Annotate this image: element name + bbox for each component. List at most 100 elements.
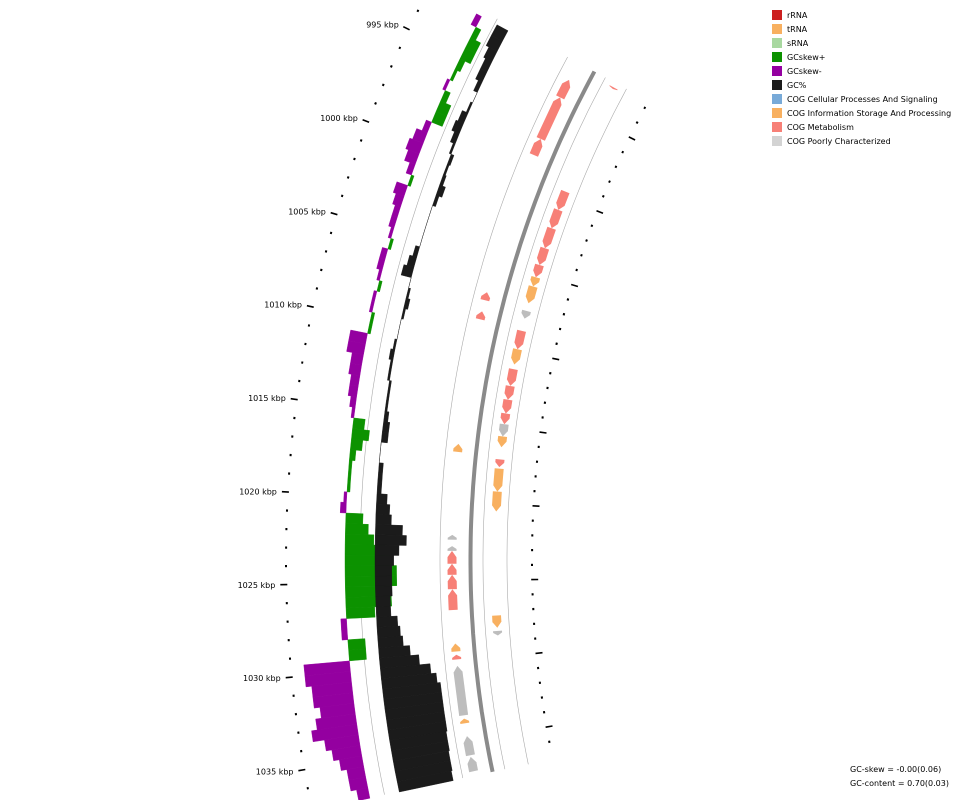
- position-ruler: 995 kbp 1000 kbp 1005 kbp 1010 kbp 1015 kbp 1…: [238, 9, 647, 790]
- outer-minor-tick: [580, 253, 583, 257]
- gc-skew-bin: [454, 58, 466, 73]
- legend: rRNA tRNA sRNA GCskew+ GCskew- GC% COG Cellula…: [772, 8, 951, 148]
- legend-label: COG Poorly Characterized: [787, 136, 891, 146]
- minor-tick: [381, 83, 385, 87]
- tick-label: 1035 kbp: [256, 768, 294, 777]
- legend-item-trna: tRNA: [772, 22, 951, 36]
- gc-skew-bin: [442, 78, 451, 91]
- legend-label: tRNA: [787, 24, 808, 34]
- gene-feature: [549, 208, 563, 229]
- gene-feature: [453, 665, 469, 716]
- gc-content-bin: [451, 119, 464, 134]
- gc-skew-bin: [387, 238, 394, 250]
- gc-content-bin: [379, 452, 381, 463]
- gc-skew-bin: [351, 428, 370, 442]
- legend-swatch: [772, 108, 782, 118]
- gc-content-bin: [412, 245, 420, 258]
- gc-content-bin: [376, 615, 399, 628]
- legend-swatch: [772, 38, 782, 48]
- outer-minor-tick: [585, 239, 588, 242]
- major-tick: [285, 676, 293, 679]
- gc-content-bin: [376, 625, 401, 638]
- outer-major-tick: [552, 357, 560, 361]
- gc-skew-bin: [404, 149, 420, 165]
- gene-feature: [492, 615, 502, 628]
- gc-skew-bin: [339, 755, 364, 771]
- gc-skew-bin: [311, 724, 359, 743]
- gc-skew-bin: [345, 606, 376, 619]
- gc-content-bin: [387, 380, 392, 392]
- minor-tick: [340, 194, 344, 198]
- legend-item-gcskew-plus: GCskew+: [772, 50, 951, 64]
- gc-content-bin: [472, 92, 478, 103]
- gc-skew-bin: [376, 269, 383, 281]
- legend-swatch: [772, 10, 782, 20]
- gc-skew-bin: [349, 395, 357, 408]
- gene-feature: [452, 654, 462, 660]
- legend-item-cog-poorly: COG Poorly Characterized: [772, 134, 951, 148]
- gene-feature: [521, 309, 531, 319]
- gc-skew-bin: [348, 459, 353, 472]
- gc-content-stat: GC-content = 0.70(0.03): [850, 779, 949, 788]
- outer-minor-tick: [590, 224, 594, 228]
- gene-feature: [506, 368, 518, 386]
- gc-content-bin: [439, 174, 447, 187]
- outer-major-tick: [539, 431, 547, 434]
- gc-content-bin: [384, 400, 389, 412]
- gc-content-bin: [446, 153, 455, 166]
- gc-content-bin: [387, 721, 448, 741]
- outer-minor-tick: [621, 150, 625, 154]
- gene-feature: [447, 546, 457, 551]
- gc-skew-bin: [371, 290, 378, 302]
- gc-skew-bin: [350, 352, 364, 366]
- gc-skew-stat: GC-skew = -0.00(0.06): [850, 765, 942, 774]
- gc-content-bin: [435, 184, 446, 198]
- gene-feature: [497, 435, 508, 448]
- legend-label: GC%: [787, 80, 807, 90]
- outer-major-tick: [535, 651, 543, 655]
- minor-tick: [346, 176, 350, 179]
- outer-minor-tick: [643, 106, 647, 110]
- gc-content-bin: [382, 421, 391, 433]
- gc-skew-track: [303, 13, 482, 800]
- gene-feature: [447, 574, 457, 590]
- gene-feature: [493, 468, 504, 492]
- guide-circle-1: [506, 88, 627, 765]
- legend-label: GCskew+: [787, 52, 826, 62]
- major-tick: [330, 211, 338, 216]
- gc-skew-bin: [341, 628, 349, 641]
- gc-content-bin: [374, 534, 407, 546]
- gc-skew-bin: [405, 137, 424, 155]
- legend-label: rRNA: [787, 10, 808, 20]
- guide-circle-4: [359, 18, 498, 795]
- legend-swatch: [772, 136, 782, 146]
- legend-item-gc-percent: GC%: [772, 78, 951, 92]
- gc-content-bin: [377, 472, 383, 484]
- gc-content-bin: [396, 328, 400, 340]
- gc-content-bin: [443, 164, 450, 176]
- gc-content-bin: [375, 585, 393, 597]
- tick-label: 1010 kbp: [264, 301, 302, 310]
- gc-skew-bin: [346, 481, 351, 493]
- outer-minor-tick: [562, 312, 566, 316]
- gc-content-bin: [380, 442, 382, 453]
- legend-label: COG Information Storage And Processing: [787, 108, 952, 118]
- gc-skew-bin: [421, 119, 432, 133]
- outer-major-tick: [570, 283, 579, 288]
- gc-skew-bin: [388, 215, 398, 229]
- outer-minor-tick: [635, 121, 639, 125]
- minor-tick: [389, 64, 393, 68]
- legend-swatch: [772, 94, 782, 104]
- gc-content-bin: [387, 369, 392, 381]
- minor-tick: [320, 268, 323, 272]
- minor-tick: [416, 9, 420, 13]
- gc-content-bin: [375, 605, 392, 618]
- gc-skew-bin: [392, 193, 405, 207]
- gene-feature: [447, 550, 457, 564]
- gc-skew-bin: [343, 491, 348, 503]
- gc-skew-bin: [344, 533, 375, 546]
- gc-content-bin: [406, 254, 418, 268]
- gc-skew-bin: [407, 174, 415, 187]
- gc-skew-bin: [431, 111, 447, 127]
- legend-swatch: [772, 24, 782, 34]
